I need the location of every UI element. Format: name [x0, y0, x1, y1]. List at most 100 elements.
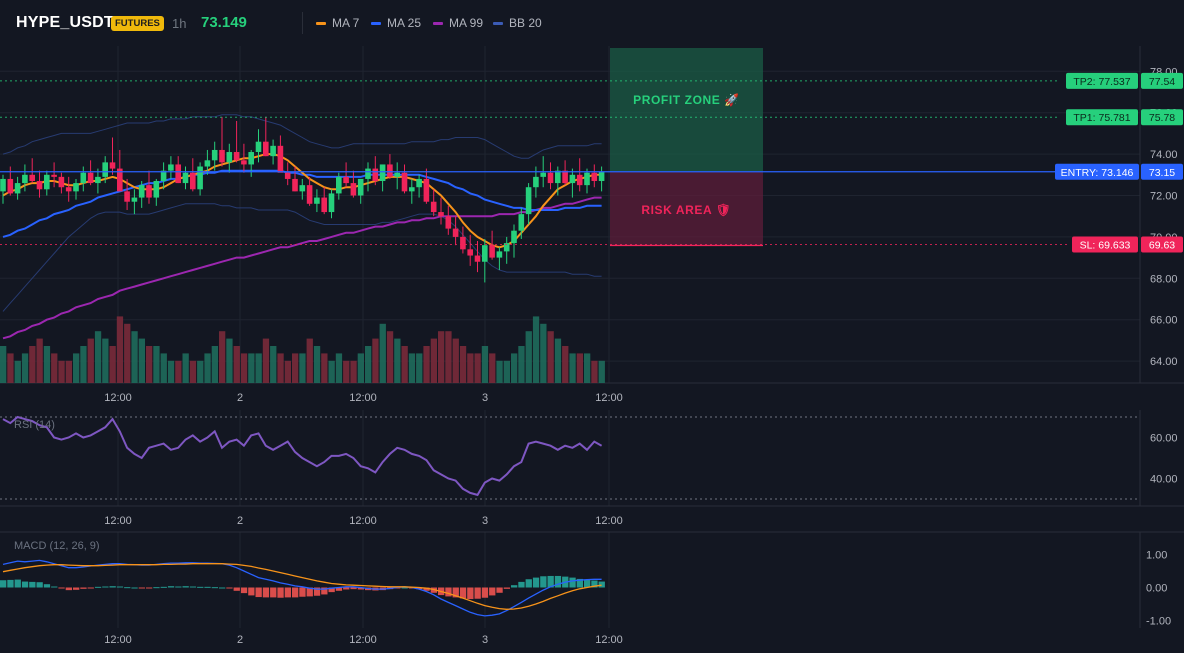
profit-zone-label: PROFIT ZONE 🚀 — [633, 93, 740, 107]
ma25-swatch — [371, 21, 381, 25]
macd-histogram-bar — [306, 587, 313, 597]
volume-bar — [43, 346, 51, 383]
risk-area — [610, 171, 763, 246]
candle-up — [394, 172, 400, 177]
candle-up — [503, 243, 510, 252]
candle-up — [511, 230, 517, 244]
macd-histogram-bar — [299, 587, 306, 597]
candle-up — [379, 164, 386, 182]
macd-histogram-bar — [153, 587, 160, 589]
macd-histogram-bar — [532, 577, 540, 588]
candle-up — [80, 172, 87, 184]
legend-bb20[interactable]: BB 20 — [493, 16, 542, 30]
volume-bar — [102, 338, 109, 383]
volume-bar — [547, 331, 554, 383]
macd-histogram-bar — [576, 578, 583, 588]
candle-down — [292, 178, 298, 192]
tp2-tag[interactable] — [1066, 72, 1138, 89]
trade-zones: PROFIT ZONE 🚀 RISK AREA 🛡 — [610, 48, 763, 247]
time-tick-label: 12:00 — [349, 515, 377, 527]
macd-histogram-bar — [14, 579, 21, 588]
macd-histogram-bar — [197, 586, 204, 588]
volume-bar — [386, 331, 394, 383]
candle-down — [51, 174, 57, 177]
macd-histogram-bar — [481, 587, 489, 598]
entry-tag[interactable] — [1055, 163, 1139, 180]
candle-up — [153, 181, 160, 198]
macd-tick-label: 1.00 — [1146, 550, 1167, 562]
legend-ma7[interactable]: MA 7 — [316, 16, 359, 30]
candle-up — [197, 166, 203, 190]
macd-tick-label: -1.00 — [1146, 616, 1171, 628]
candle-down — [343, 176, 349, 184]
candle-up — [255, 141, 262, 153]
time-tick-label: 2 — [237, 634, 243, 646]
candle-up — [204, 160, 211, 167]
volume-bar — [182, 353, 189, 383]
macd-histogram-bar — [292, 587, 299, 598]
macd-histogram-bar — [474, 587, 481, 599]
legend-ma99[interactable]: MA 99 — [433, 16, 483, 30]
candle-down — [117, 168, 123, 192]
macd-histogram-bar — [175, 586, 182, 588]
volume-bar — [51, 353, 58, 383]
volume-bar — [496, 360, 503, 383]
tp1-tag[interactable] — [1066, 109, 1138, 126]
candle-up — [160, 170, 167, 182]
ma7-line — [2, 153, 602, 249]
entry-axis-text: 73.15 — [1149, 167, 1175, 179]
volume-bar — [525, 331, 532, 383]
candle-up — [44, 174, 50, 190]
volume-bar — [109, 346, 116, 383]
macd-histogram-bar — [182, 586, 189, 588]
volume-bar — [467, 353, 474, 383]
macd-histogram-bar — [328, 587, 335, 593]
volume-bar — [313, 346, 321, 383]
symbol-title[interactable]: HYPE_USDT — [16, 14, 114, 31]
macd-histogram-bar — [452, 587, 459, 598]
time-tick-label: 12:00 — [104, 634, 132, 646]
candle-down — [87, 172, 94, 184]
macd-histogram-bar — [160, 586, 167, 588]
volume-bar — [532, 316, 540, 383]
main-grid — [0, 46, 1184, 384]
ma25-line — [2, 169, 602, 238]
volume-bar — [394, 338, 401, 383]
sl-axis-tag — [1141, 236, 1183, 253]
macd-histogram-bar — [73, 587, 80, 590]
timeframe-selector[interactable]: 1h — [172, 16, 187, 31]
macd-histogram-bar — [540, 576, 547, 588]
bb20-swatch — [493, 21, 503, 25]
candle-down — [591, 172, 598, 182]
macd-histogram-bar — [584, 579, 591, 588]
tp2-tag-text: TP2: 77.537 — [1073, 76, 1130, 88]
volume-bar — [226, 338, 233, 383]
candle-up — [211, 149, 218, 161]
macd-histogram-bar — [102, 586, 109, 588]
futures-badge: FUTURES — [111, 16, 164, 31]
volume-bar — [591, 360, 598, 383]
time-tick-label: 12:00 — [349, 634, 377, 646]
volume-bar — [299, 353, 306, 383]
macd-histogram-bar — [284, 587, 291, 598]
macd-axis: 1.00 0.00 -1.00 — [1146, 550, 1171, 628]
entry-axis-tag — [1141, 163, 1183, 180]
sl-tag[interactable] — [1072, 236, 1138, 253]
legend-ma25[interactable]: MA 25 — [371, 16, 421, 30]
volume-bar — [423, 346, 430, 383]
candle-up — [555, 170, 561, 184]
volume-bar — [474, 353, 481, 383]
macd-histogram-bar — [146, 587, 153, 589]
macd-histogram-bar — [350, 587, 357, 590]
candle-down — [438, 212, 444, 217]
time-tick-label: 3 — [482, 392, 488, 404]
macd-histogram-bar — [343, 587, 350, 590]
volume-bar — [197, 360, 204, 383]
candle-down — [474, 255, 481, 262]
candle-up — [584, 172, 590, 186]
candle-down — [146, 185, 152, 198]
candle-down — [547, 172, 554, 184]
candle-up — [131, 197, 138, 202]
time-tick-label: 12:00 — [595, 392, 623, 404]
